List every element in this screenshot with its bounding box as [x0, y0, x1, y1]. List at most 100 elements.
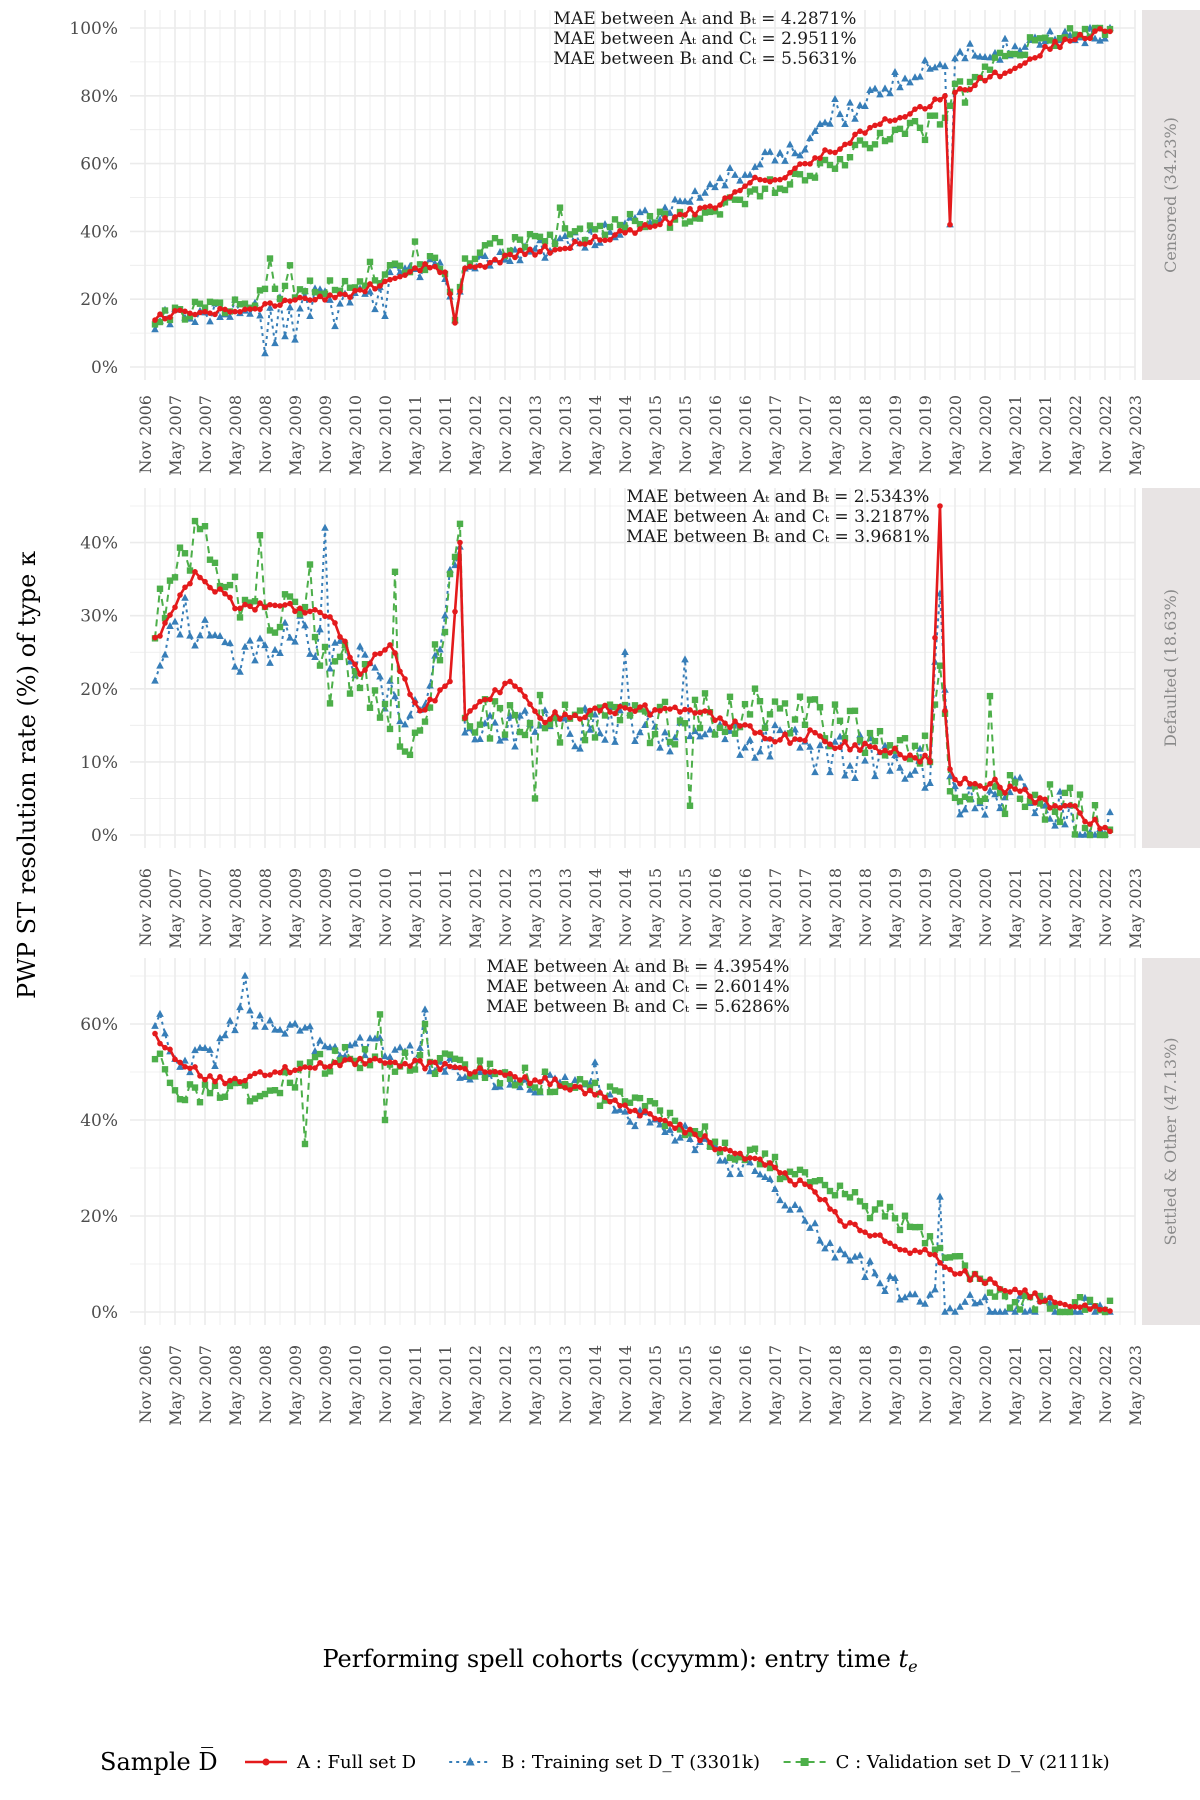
point-C — [721, 199, 729, 206]
point-A — [402, 676, 408, 682]
point-C — [491, 234, 499, 242]
point-A — [567, 1087, 573, 1093]
point-A — [522, 1074, 528, 1080]
point-B — [246, 1006, 254, 1014]
point-A — [287, 1069, 293, 1076]
point-B — [746, 170, 754, 178]
mae-annotation: MAE between Aₜ and Cₜ = 2.9511% — [553, 29, 856, 49]
x-tick-label: May 2019 — [886, 1345, 905, 1426]
point-A — [412, 1057, 418, 1064]
point-B — [776, 148, 784, 156]
point-A — [1052, 1299, 1058, 1306]
point-B — [196, 631, 204, 639]
point-A — [487, 696, 493, 703]
point-B — [841, 1250, 849, 1258]
point-C — [1051, 808, 1059, 815]
point-B — [946, 1304, 954, 1312]
point-A — [257, 306, 263, 313]
point-B — [951, 782, 959, 790]
point-C — [821, 156, 829, 164]
point-A — [802, 1181, 808, 1188]
point-C — [506, 247, 514, 255]
point-B — [901, 774, 909, 782]
point-C — [286, 262, 294, 269]
point-A — [857, 1227, 863, 1234]
point-C — [666, 1109, 674, 1117]
point-C — [646, 212, 654, 220]
point-C — [931, 1246, 939, 1253]
point-B — [636, 1106, 644, 1114]
x-tick-label: May 2023 — [1126, 395, 1145, 476]
point-B — [986, 786, 994, 794]
point-B — [661, 728, 669, 736]
point-C — [591, 1079, 599, 1087]
x-tick-label: May 2015 — [646, 1345, 665, 1426]
point-A — [877, 1232, 883, 1238]
point-C — [166, 577, 174, 584]
x-tick-label: Nov 2018 — [856, 1345, 875, 1423]
point-A — [867, 743, 873, 750]
point-C — [756, 697, 764, 705]
point-C — [631, 217, 639, 225]
point-A — [282, 297, 288, 304]
point-C — [246, 1098, 254, 1105]
point-B — [251, 656, 259, 664]
point-C — [251, 1095, 259, 1102]
point-C — [1061, 789, 1069, 797]
y-tick-label: 0% — [91, 358, 118, 378]
point-A — [482, 696, 488, 703]
point-B — [166, 320, 174, 328]
point-C — [351, 284, 359, 291]
point-B — [406, 1041, 414, 1049]
point-C — [206, 556, 214, 563]
point-C — [641, 1102, 649, 1110]
point-B — [671, 1136, 679, 1144]
point-A — [557, 1083, 563, 1089]
point-C — [196, 300, 204, 307]
point-C — [711, 1138, 719, 1145]
point-A — [1107, 28, 1113, 35]
y-tick-label: 0% — [91, 1303, 118, 1323]
point-A — [997, 73, 1003, 80]
point-A — [482, 264, 488, 270]
point-A — [357, 1055, 363, 1062]
point-C — [496, 1080, 504, 1087]
point-B — [526, 1085, 534, 1093]
point-C — [906, 755, 914, 763]
point-C — [386, 262, 394, 269]
point-B — [831, 94, 839, 102]
x-tick-label: Nov 2007 — [196, 395, 215, 473]
point-B — [231, 1026, 239, 1034]
x-tick-label: Nov 2022 — [1096, 868, 1115, 946]
point-C — [446, 570, 454, 578]
point-C — [1066, 1308, 1074, 1316]
point-B — [556, 234, 564, 242]
point-B — [996, 55, 1004, 63]
facet-strip-label: Censored (34.23%) — [1161, 117, 1180, 273]
point-B — [231, 662, 239, 670]
point-B — [776, 1196, 784, 1204]
point-A — [957, 85, 963, 92]
point-A — [967, 1277, 973, 1283]
point-A — [352, 1061, 358, 1068]
point-A — [222, 306, 228, 313]
point-A — [302, 295, 308, 302]
point-C — [951, 80, 959, 88]
point-B — [711, 183, 719, 191]
point-C — [611, 703, 619, 711]
point-A — [797, 736, 803, 743]
point-A — [732, 1150, 738, 1157]
point-A — [637, 1112, 643, 1119]
point-A — [677, 1121, 683, 1128]
point-B — [961, 805, 969, 813]
point-C — [706, 208, 714, 216]
point-C — [931, 112, 939, 119]
point-A — [562, 245, 568, 252]
point-A — [207, 310, 213, 317]
point-B — [1001, 34, 1009, 42]
panel-1: 0%20%40%60%80%100%Nov 2006 May 2007 Nov 20… — [69, 9, 1200, 476]
x-tick-label: May 2014 — [586, 395, 605, 476]
point-C — [656, 703, 664, 711]
point-A — [267, 300, 273, 306]
x-tick-label: May 2009 — [286, 395, 305, 476]
